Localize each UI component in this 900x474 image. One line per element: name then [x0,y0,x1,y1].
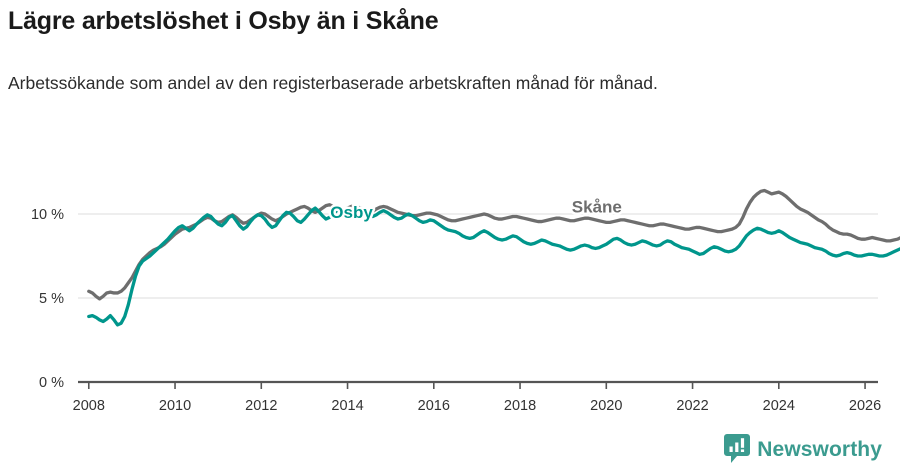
series-label-skåne: Skåne [572,197,622,216]
x-axis-label: 2018 [504,398,536,414]
series-inline-labels: Skåne Osby [328,195,625,225]
x-axis-label: 2010 [159,398,191,414]
x-axis-label: 2016 [418,398,450,414]
chart-svg: 0 %5 %10 % 2008 2010 2012 2014 2016 2018 2020 2… [31,188,900,414]
y-axis-labels: 0 % 5 % 10 % [31,207,64,391]
gridlines [78,213,878,384]
series-line-osby [87,206,900,327]
x-axis-label: 2020 [590,398,622,414]
x-axis-label: 2012 [245,398,277,414]
bar-chart-speech-bubble-icon [724,434,751,463]
x-axis-label: 2014 [331,398,363,414]
line-chart: 0 % 5 % 10 % 2008 2010 2012 2014 2016 2018 2020 2… [0,160,900,420]
series-line-skåne [87,188,900,301]
x-axis-label: 2022 [676,398,708,414]
logo-text: Newsworthy [757,437,882,461]
page-title: Lägre arbetslöshet i Osby än i Skåne [8,7,439,35]
x-axis-label: 2026 [849,398,881,414]
y-axis-label: 5 % [39,291,64,307]
y-axis-label: 0 % [39,375,64,391]
y-axis-label: 10 % [31,207,64,223]
x-axis-label: 2008 [73,398,105,414]
x-axis-label: 2024 [763,398,795,414]
newsworthy-logo[interactable]: Newsworthy [724,434,882,464]
x-axis-ticks [87,382,866,389]
x-axis-labels: 2008 2010 2012 2014 2016 2018 2020 2022 2024 2026 [73,398,882,414]
series-lines [87,188,900,327]
series-label-osby: Osby [330,203,373,222]
page-subtitle: Arbetssökande som andel av den registerb… [8,73,658,93]
